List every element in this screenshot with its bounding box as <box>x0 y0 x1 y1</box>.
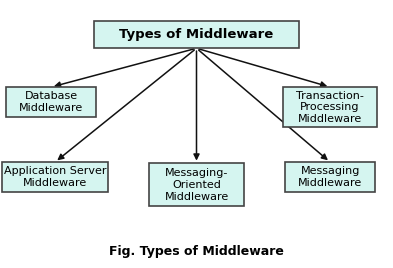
Text: Database
Middleware: Database Middleware <box>19 91 83 113</box>
FancyBboxPatch shape <box>6 87 96 117</box>
FancyBboxPatch shape <box>283 87 377 127</box>
FancyBboxPatch shape <box>149 163 244 206</box>
Text: Messaging-
Oriented
Middleware: Messaging- Oriented Middleware <box>164 168 229 202</box>
Text: Messaging
Middleware: Messaging Middleware <box>298 166 362 188</box>
Text: Fig. Types of Middleware: Fig. Types of Middleware <box>109 245 284 258</box>
Text: Application Server
Middleware: Application Server Middleware <box>4 166 106 188</box>
FancyBboxPatch shape <box>2 162 108 192</box>
FancyBboxPatch shape <box>285 162 375 192</box>
Text: Types of Middleware: Types of Middleware <box>119 28 274 41</box>
Text: Transaction-
Processing
Middleware: Transaction- Processing Middleware <box>296 91 364 124</box>
FancyBboxPatch shape <box>94 21 299 48</box>
